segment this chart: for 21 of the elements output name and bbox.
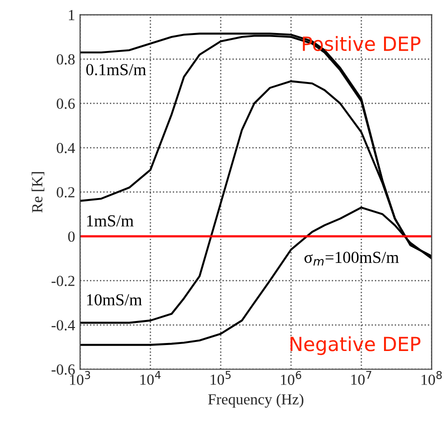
y-tick-label: 0.4 [56, 142, 75, 154]
annotation: Negative DEP [290, 336, 420, 356]
y-tick-label: 0.2 [56, 187, 74, 198]
series-label: σ$_{m}$=100mS/m [304, 252, 399, 266]
y-axis-title: Re [K] [32, 172, 44, 213]
series-label: 0.1mS/m [86, 64, 146, 76]
x-axis-title: Frequency (Hz) [208, 394, 304, 408]
y-tick-label: 0.6 [56, 98, 75, 109]
x-tick-label: 10$^{7}$ [351, 371, 372, 385]
x-tick-label: 10$^{4}$ [140, 371, 161, 385]
x-tick-label: 10$^{8}$ [422, 371, 442, 385]
y-tick-label: 0.8 [56, 54, 75, 65]
y-tick-label: 0 [68, 231, 75, 242]
series-label: 10mS/m [87, 294, 142, 306]
y-tick-label: -0.4 [52, 320, 75, 330]
x-tick-label: 10$^{6}$ [280, 371, 302, 385]
x-tick-label: 10$^{5}$ [210, 371, 231, 385]
series-label: 1mS/m [87, 215, 134, 226]
y-tick-label: -0.6 [52, 364, 75, 375]
y-tick-label: -0.2 [52, 276, 74, 286]
y-tick-label: 1 [68, 10, 74, 20]
